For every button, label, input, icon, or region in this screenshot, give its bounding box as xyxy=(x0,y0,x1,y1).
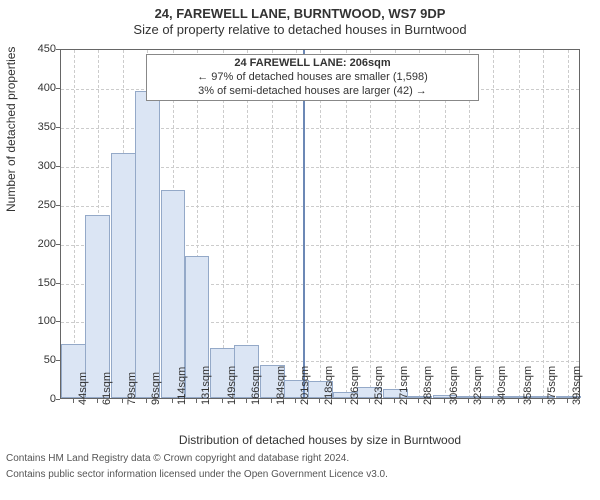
x-tick-label: 253sqm xyxy=(373,366,385,405)
gridline-v xyxy=(320,50,321,398)
x-tick-mark xyxy=(319,399,320,403)
y-tick-label: 450 xyxy=(22,43,56,55)
y-tick-mark xyxy=(56,88,60,89)
x-tick-mark xyxy=(172,399,173,403)
annotation-line1: ← 97% of detached houses are smaller (1,… xyxy=(151,71,474,85)
y-tick-mark xyxy=(56,127,60,128)
chart-area: Number of detached properties 24 FAREWEL… xyxy=(0,39,600,449)
x-tick-mark xyxy=(418,399,419,403)
gridline-v xyxy=(346,50,347,398)
histogram-bar xyxy=(85,215,110,398)
x-tick-label: 131sqm xyxy=(200,366,212,405)
x-tick-mark xyxy=(146,399,147,403)
annotation-box: 24 FAREWELL LANE: 206sqm← 97% of detache… xyxy=(146,54,479,101)
credit-line-2: Contains public sector information licen… xyxy=(0,465,600,481)
gridline-v xyxy=(445,50,446,398)
x-tick-mark xyxy=(73,399,74,403)
x-tick-label: 201sqm xyxy=(299,366,311,405)
x-tick-mark xyxy=(468,399,469,403)
gridline-v xyxy=(296,50,297,398)
x-tick-label: 79sqm xyxy=(126,372,138,405)
histogram-bar xyxy=(135,91,160,398)
x-tick-mark xyxy=(444,399,445,403)
x-tick-mark xyxy=(369,399,370,403)
x-tick-label: 184sqm xyxy=(275,366,287,405)
gridline-v xyxy=(419,50,420,398)
highlight-line xyxy=(303,50,305,398)
y-tick-mark xyxy=(56,399,60,400)
x-tick-label: 44sqm xyxy=(77,372,89,405)
y-tick-mark xyxy=(56,244,60,245)
y-tick-mark xyxy=(56,205,60,206)
x-tick-mark xyxy=(542,399,543,403)
x-tick-label: 340sqm xyxy=(496,366,508,405)
x-tick-label: 375sqm xyxy=(546,366,558,405)
x-tick-mark xyxy=(271,399,272,403)
x-tick-label: 218sqm xyxy=(323,366,335,405)
gridline-v xyxy=(223,50,224,398)
x-tick-mark xyxy=(394,399,395,403)
x-tick-label: 114sqm xyxy=(176,367,188,405)
x-tick-label: 61sqm xyxy=(101,372,113,405)
credit-line-1: Contains HM Land Registry data © Crown c… xyxy=(0,449,600,465)
y-tick-label: 300 xyxy=(22,160,56,172)
gridline-v xyxy=(493,50,494,398)
y-tick-label: 250 xyxy=(22,199,56,211)
x-tick-mark xyxy=(345,399,346,403)
y-tick-mark xyxy=(56,49,60,50)
x-tick-label: 236sqm xyxy=(349,366,361,405)
x-tick-mark xyxy=(97,399,98,403)
y-tick-mark xyxy=(56,283,60,284)
annotation-title: 24 FAREWELL LANE: 206sqm xyxy=(151,57,474,71)
y-tick-label: 50 xyxy=(22,354,56,366)
annotation-line2: 3% of semi-detached houses are larger (4… xyxy=(151,85,474,99)
plot-area: 24 FAREWELL LANE: 206sqm← 97% of detache… xyxy=(60,49,580,399)
x-tick-mark xyxy=(246,399,247,403)
x-tick-mark xyxy=(122,399,123,403)
y-tick-label: 100 xyxy=(22,315,56,327)
y-tick-label: 400 xyxy=(22,82,56,94)
gridline-v xyxy=(568,50,569,398)
y-axis-label: Number of detached properties xyxy=(4,47,18,212)
x-tick-label: 96sqm xyxy=(150,372,162,405)
x-tick-label: 306sqm xyxy=(448,366,460,405)
y-tick-label: 0 xyxy=(22,393,56,405)
x-tick-label: 358sqm xyxy=(522,366,534,405)
y-tick-label: 350 xyxy=(22,121,56,133)
gridline-v xyxy=(370,50,371,398)
gridline-v xyxy=(272,50,273,398)
x-tick-mark xyxy=(518,399,519,403)
x-tick-label: 166sqm xyxy=(250,366,262,405)
x-tick-mark xyxy=(295,399,296,403)
x-tick-mark xyxy=(492,399,493,403)
x-tick-label: 323sqm xyxy=(472,366,484,405)
y-tick-label: 200 xyxy=(22,238,56,250)
y-tick-label: 150 xyxy=(22,277,56,289)
histogram-bar xyxy=(111,153,136,398)
gridline-v xyxy=(469,50,470,398)
x-tick-label: 288sqm xyxy=(422,366,434,405)
x-tick-mark xyxy=(222,399,223,403)
x-tick-label: 149sqm xyxy=(226,366,238,405)
gridline-v xyxy=(519,50,520,398)
title-main: 24, FAREWELL LANE, BURNTWOOD, WS7 9DP xyxy=(0,0,600,22)
y-tick-mark xyxy=(56,321,60,322)
x-tick-mark xyxy=(196,399,197,403)
y-tick-mark xyxy=(56,360,60,361)
x-tick-label: 271sqm xyxy=(398,366,410,405)
gridline-v xyxy=(543,50,544,398)
y-tick-mark xyxy=(56,166,60,167)
title-sub: Size of property relative to detached ho… xyxy=(0,22,600,40)
x-axis-label: Distribution of detached houses by size … xyxy=(60,433,580,447)
x-tick-label: 393sqm xyxy=(571,366,583,405)
gridline-v xyxy=(395,50,396,398)
x-tick-mark xyxy=(567,399,568,403)
